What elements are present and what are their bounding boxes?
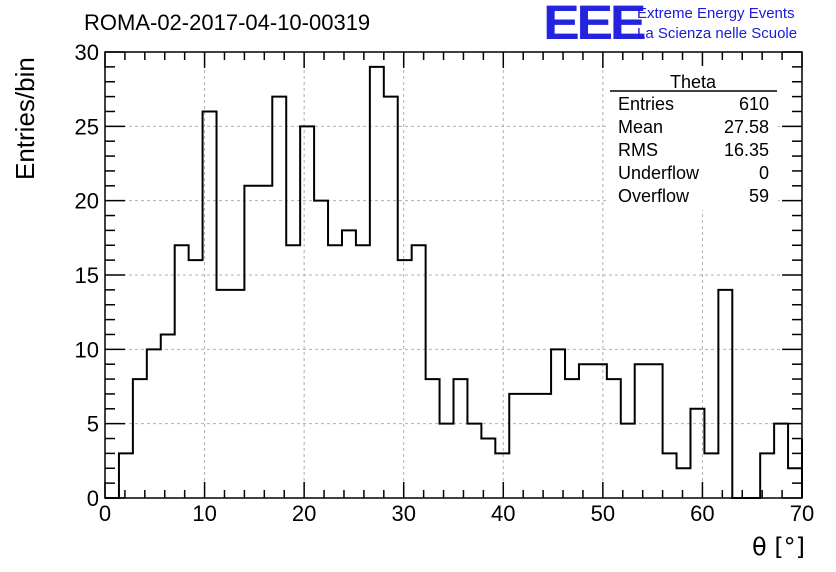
y-tick-label: 30 xyxy=(75,40,99,65)
stats-mean-value: 27.58 xyxy=(724,117,769,137)
stats-box: Theta Entries 610 Mean 27.58 RMS 16.35 U… xyxy=(608,66,778,210)
stats-mean-label: Mean xyxy=(618,117,663,137)
x-tick-label: 10 xyxy=(192,501,216,526)
histogram-series xyxy=(105,65,803,499)
x-tick-label: 30 xyxy=(391,501,415,526)
x-axis-title: θ [°] xyxy=(752,533,806,561)
y-tick-label: 5 xyxy=(87,412,99,437)
axis-ticks xyxy=(104,51,803,499)
x-tick-label: 40 xyxy=(491,501,515,526)
x-tick-label: 70 xyxy=(790,501,814,526)
y-tick-label: 10 xyxy=(75,337,99,362)
logo-caption-line2: La Scienza nelle Scuole xyxy=(637,25,798,42)
x-tick-label: 20 xyxy=(292,501,316,526)
x-tick-label: 50 xyxy=(591,501,615,526)
x-tick-label: 0 xyxy=(99,501,111,526)
stats-box-background xyxy=(608,66,778,210)
stats-title: Theta xyxy=(670,72,717,92)
eee-logo: EEE xyxy=(543,0,647,50)
stats-rms-label: RMS xyxy=(618,140,658,160)
y-tick-labels: 0 5 10 15 20 25 30 xyxy=(75,40,99,511)
stats-overflow-value: 59 xyxy=(749,186,769,206)
logo-caption-line1: Extreme Energy Events xyxy=(637,5,795,22)
stats-overflow-label: Overflow xyxy=(618,186,690,206)
stats-underflow-value: 0 xyxy=(759,163,769,183)
stats-entries-label: Entries xyxy=(618,94,674,114)
stats-underflow-label: Underflow xyxy=(618,163,700,183)
y-tick-label: 15 xyxy=(75,263,99,288)
chart-title: ROMA-02-2017-04-10-00319 xyxy=(84,10,371,35)
stats-entries-value: 610 xyxy=(739,94,769,114)
y-axis-title: Entries/bin xyxy=(10,57,40,180)
stats-rms-value: 16.35 xyxy=(724,140,769,160)
y-tick-label: 25 xyxy=(75,114,99,139)
x-tick-labels: 0 10 20 30 40 50 60 70 xyxy=(99,501,814,526)
y-tick-label: 20 xyxy=(75,189,99,214)
x-tick-label: 60 xyxy=(690,501,714,526)
y-tick-label: 0 xyxy=(87,486,99,511)
